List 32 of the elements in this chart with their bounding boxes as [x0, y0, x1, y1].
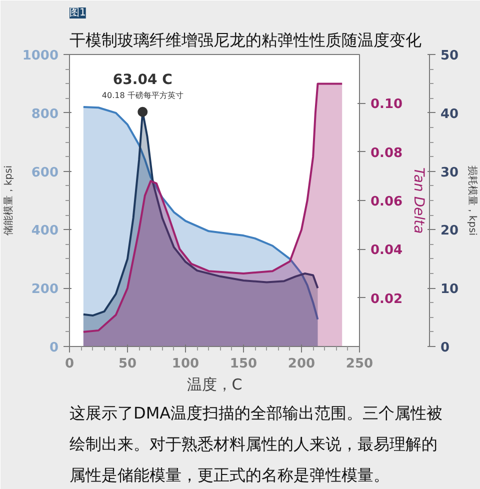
y3-tick-label: 0.04: [370, 243, 403, 258]
x-tick-label: 200: [288, 356, 316, 372]
y3-tick-label: 0.02: [370, 292, 403, 307]
y2-axis-title: 损耗模量，kpsi: [466, 165, 479, 236]
y-tick-label: 800: [31, 106, 59, 122]
y2-tick-label: 50: [440, 48, 459, 64]
annotation: 63.04 C: [112, 72, 172, 88]
chart-title: 干模制玻璃纤维增强尼龙的粘弹性性质随温度变化: [70, 30, 422, 50]
y-tick-label: 1000: [22, 48, 59, 64]
x-tick-label: 150: [230, 356, 258, 372]
y-axis-title: 储能模量，kpsi: [2, 165, 14, 236]
y2-tick-label: 0: [440, 340, 450, 356]
x-tick-label: 100: [172, 356, 200, 372]
y3-axis-title: Tan Delta: [410, 167, 427, 234]
data-label: 40.18 千磅每平方英寸: [102, 90, 184, 100]
caption: 图1: [70, 8, 86, 18]
y-tick-label: 600: [31, 165, 59, 180]
y2-tick-label: 30: [440, 165, 459, 180]
y-tick-label: 0: [49, 340, 58, 356]
y3-tick-label: 0.08: [370, 146, 403, 161]
y-tick-label: 200: [31, 282, 59, 298]
x-tick-label: 0: [64, 356, 74, 372]
y-tick-label: 400: [31, 224, 59, 239]
y3-tick-label: 0.10: [370, 97, 403, 112]
y2-tick-label: 10: [440, 282, 459, 298]
text: 这展示了DMA温度扫描的全部输出范围。三个属性被绘制出来。对于熟悉材料属性的人来说，最易理解的属性是储能模量，更正式的名称是弹性模量。: [70, 404, 443, 484]
x-tick-label: 50: [118, 356, 137, 372]
x-tick-label: 250: [346, 356, 374, 372]
x-axis-title: 温度，C: [186, 376, 242, 394]
y3-tick-label: 0.06: [370, 194, 403, 210]
y2-tick-label: 20: [440, 224, 459, 239]
y2-tick-label: 40: [440, 106, 459, 122]
